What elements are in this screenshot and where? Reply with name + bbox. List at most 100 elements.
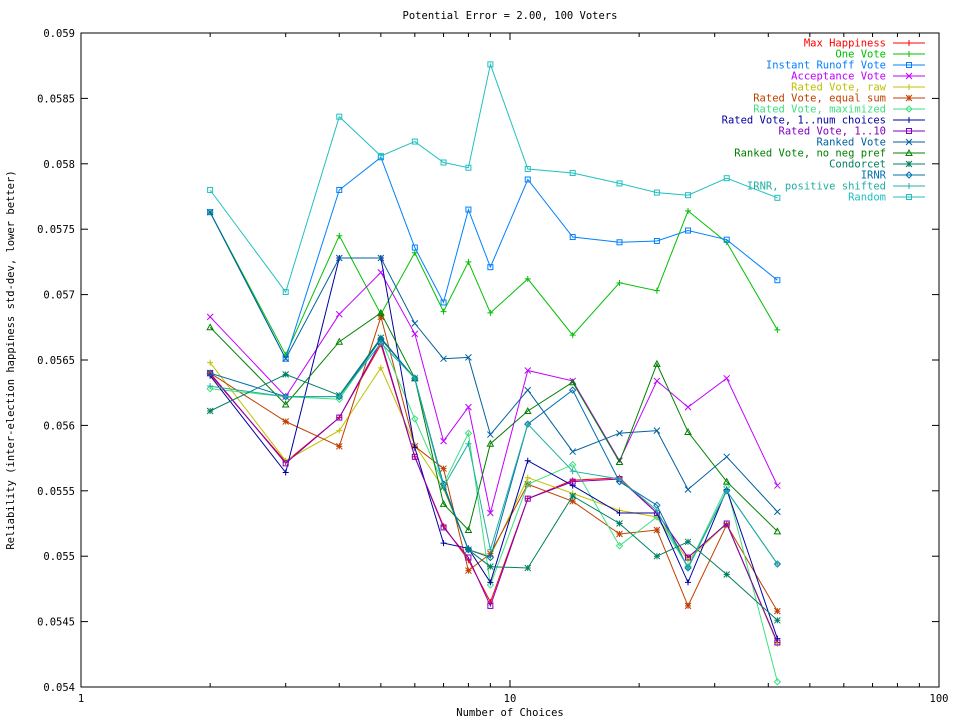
data-point bbox=[282, 393, 289, 400]
data-point bbox=[616, 279, 623, 286]
data-point bbox=[487, 431, 494, 438]
data-point bbox=[336, 232, 343, 239]
data-point bbox=[440, 483, 447, 490]
data-point bbox=[524, 166, 531, 173]
series-7 bbox=[207, 254, 781, 642]
y-tick-label: 0.0565 bbox=[37, 355, 75, 367]
legend-marker bbox=[906, 40, 912, 46]
data-point bbox=[616, 520, 623, 527]
x-axis-label: Number of Choices bbox=[456, 707, 563, 719]
y-tick-label: 0.056 bbox=[43, 420, 75, 432]
data-point bbox=[616, 530, 623, 538]
data-point bbox=[487, 546, 494, 553]
data-point bbox=[335, 254, 343, 262]
x-tick-label: 10 bbox=[504, 693, 517, 705]
data-point bbox=[774, 194, 781, 201]
data-point bbox=[524, 457, 531, 464]
data-point bbox=[616, 476, 623, 483]
legend-label: Rated Vote, maximized bbox=[753, 104, 886, 116]
data-point bbox=[653, 237, 660, 244]
data-point bbox=[487, 579, 494, 586]
legend-marker bbox=[906, 128, 912, 134]
data-point bbox=[524, 386, 532, 394]
series-13 bbox=[207, 339, 781, 571]
data-point bbox=[377, 334, 385, 342]
data-point bbox=[486, 581, 495, 589]
data-point bbox=[207, 186, 214, 193]
series-2 bbox=[207, 154, 781, 362]
data-point bbox=[377, 308, 385, 316]
legend-label: Rated Vote, raw bbox=[791, 82, 887, 94]
legend-marker bbox=[905, 138, 913, 146]
data-point bbox=[336, 414, 343, 421]
data-point bbox=[524, 176, 531, 183]
series-8 bbox=[207, 338, 781, 646]
data-point bbox=[377, 254, 385, 262]
legend-label: Rated Vote, equal sum bbox=[753, 93, 886, 105]
series-10 bbox=[206, 308, 782, 535]
data-point bbox=[773, 527, 782, 535]
legend-label: Acceptance Vote bbox=[791, 71, 886, 83]
data-point bbox=[207, 209, 214, 216]
data-point bbox=[774, 482, 781, 489]
series-0 bbox=[207, 341, 781, 646]
legend-marker bbox=[905, 72, 913, 80]
series-line bbox=[209, 156, 778, 361]
data-point bbox=[487, 509, 494, 517]
data-point bbox=[206, 313, 214, 321]
data-point bbox=[524, 480, 532, 488]
legend-marker bbox=[905, 148, 913, 156]
data-point bbox=[723, 520, 730, 527]
data-point bbox=[411, 444, 418, 451]
data-point bbox=[464, 525, 473, 534]
series-line bbox=[209, 338, 778, 570]
data-point bbox=[685, 554, 692, 561]
data-point bbox=[282, 460, 289, 467]
data-point bbox=[411, 320, 419, 327]
series-5 bbox=[206, 313, 781, 615]
data-point bbox=[440, 524, 447, 531]
data-point bbox=[487, 264, 494, 271]
data-point bbox=[440, 159, 447, 166]
data-point bbox=[773, 678, 782, 686]
data-point bbox=[487, 550, 494, 557]
data-point bbox=[569, 492, 577, 500]
series-line bbox=[209, 312, 778, 532]
data-point bbox=[774, 277, 781, 284]
data-point bbox=[684, 602, 692, 610]
data-point bbox=[486, 553, 495, 562]
axes: 0.054 0.0545 0.055 0.0555 0.056 0.0565 0.057 0.… bbox=[37, 28, 948, 705]
legend-label: Ranked Vote, no neg pref bbox=[734, 148, 886, 160]
data-point bbox=[440, 437, 447, 445]
data-point bbox=[569, 482, 576, 489]
data-point bbox=[464, 545, 473, 554]
y-tick-label: 0.0575 bbox=[37, 224, 75, 236]
x-tick-label: 1 bbox=[78, 693, 84, 705]
legend-marker bbox=[906, 84, 912, 90]
data-point bbox=[615, 542, 624, 550]
data-point bbox=[723, 487, 730, 494]
series-line bbox=[210, 338, 778, 682]
data-point bbox=[465, 554, 472, 561]
legend-label: Random bbox=[848, 192, 886, 204]
data-point bbox=[569, 448, 577, 455]
data-point bbox=[282, 355, 290, 363]
data-point bbox=[723, 374, 731, 382]
data-point bbox=[206, 385, 214, 393]
data-point bbox=[685, 207, 692, 214]
data-point bbox=[685, 192, 692, 199]
data-point bbox=[282, 371, 290, 378]
data-point bbox=[465, 206, 472, 213]
y-tick-label: 0.0585 bbox=[37, 93, 75, 105]
data-point bbox=[569, 478, 576, 485]
series-line bbox=[209, 336, 778, 621]
data-point bbox=[487, 602, 494, 609]
data-point bbox=[684, 538, 692, 546]
data-point bbox=[653, 287, 660, 294]
data-point bbox=[616, 239, 623, 246]
y-tick-label: 0.057 bbox=[43, 290, 75, 302]
data-point bbox=[336, 427, 343, 434]
legend-label: Rated Vote, 1..num choices bbox=[722, 115, 886, 127]
legend-label: IRNR bbox=[861, 170, 887, 182]
